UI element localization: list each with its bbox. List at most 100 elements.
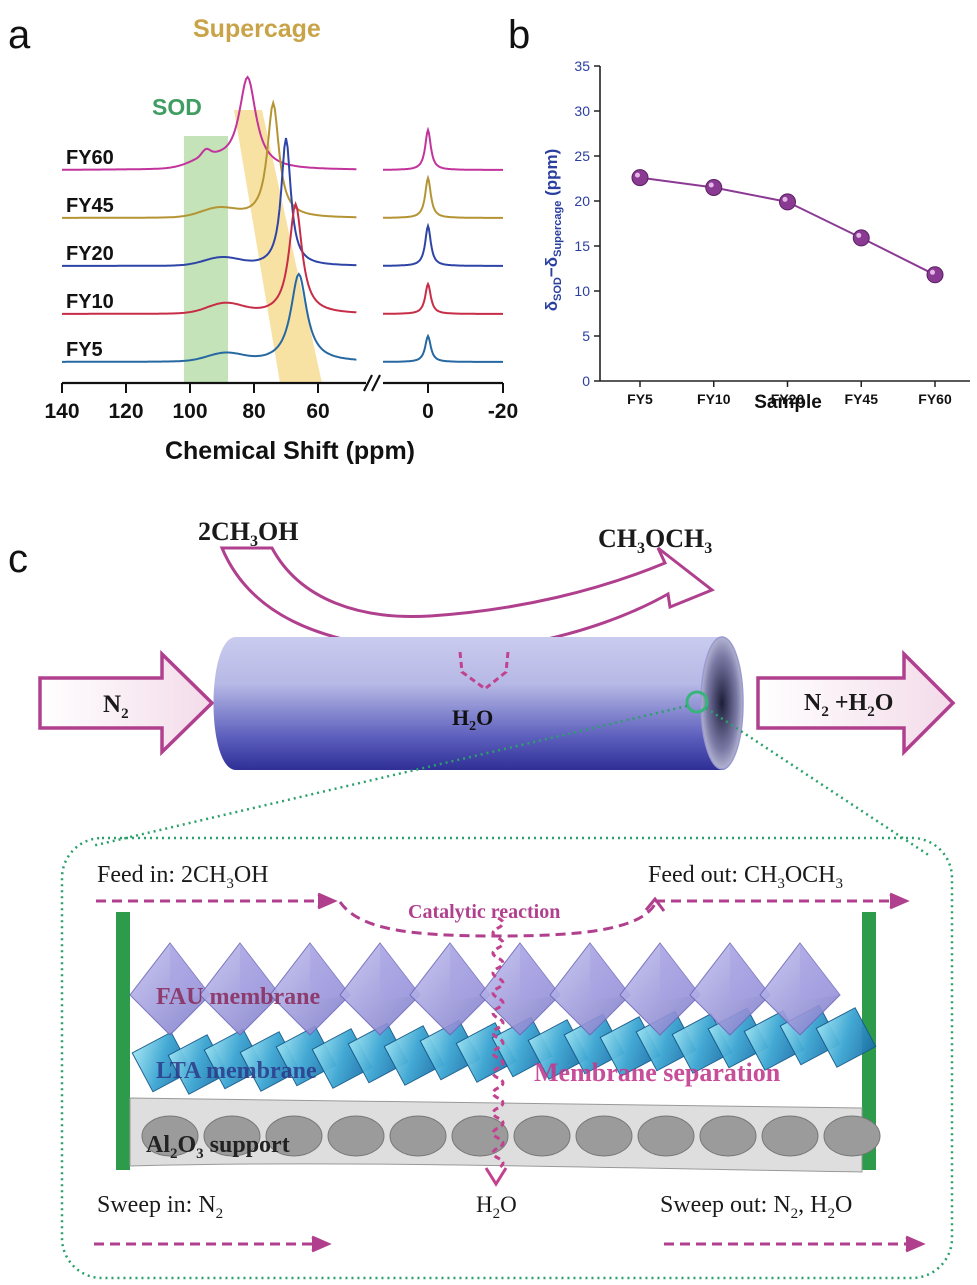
feed-in-label: Feed in: 2CH3OH (97, 862, 269, 892)
b-point-highlight-FY45 (856, 232, 862, 238)
b-point-highlight-FY20 (782, 196, 788, 202)
support-grain (823, 1115, 881, 1157)
support-grain (575, 1115, 633, 1157)
b-xtick-label-FY20: FY20 (771, 391, 805, 407)
fau-facet (240, 943, 280, 1001)
fau-facet (170, 943, 210, 1001)
a-tick-label-60: 60 (306, 400, 329, 423)
support-label: Al2O3 support (146, 1132, 290, 1162)
series-label-FY10: FY10 (66, 291, 114, 313)
zoom-line-right (705, 706, 931, 858)
fau-facet (380, 943, 420, 1001)
permeate-label: H2O (476, 1192, 517, 1222)
feed-flow-arrows (96, 892, 910, 938)
left-wall (116, 912, 130, 1170)
b-xtick-label-FY5: FY5 (627, 391, 653, 407)
reaction-arrow (219, 546, 715, 654)
sweep-in-label: Sweep in: N2 (97, 1192, 223, 1222)
spectrum-FY60-right (383, 126, 503, 171)
panel-b-letter: b (508, 13, 530, 57)
panel-b: b 0 5 10 15 20 25 30 35 FY5 FY10 FY20 FY45 FY60 Samp… (508, 13, 970, 413)
inlet-label: N2 (103, 691, 129, 722)
spectrum-FY60-left (62, 75, 357, 171)
a-tick-label-140: 140 (44, 400, 79, 423)
panel-a-letter: a (8, 13, 31, 57)
b-point-FY10 (705, 179, 723, 196)
support-grain (265, 1115, 323, 1157)
spectrum-FY45-left (62, 99, 357, 219)
b-point-FY20 (779, 193, 796, 211)
a-tick-label-80: 80 (242, 400, 265, 423)
spectrum-FY10-left (62, 200, 357, 315)
b-point-highlight-FY10 (708, 182, 714, 188)
b-point-FY60 (926, 266, 944, 284)
lta-cube (815, 1007, 877, 1068)
fau-facet (450, 943, 490, 1001)
series-labels: FY60 FY45 FY20 FY10 FY5 (66, 147, 114, 361)
spectrum-FY45-right (383, 174, 503, 219)
b-point-FY5 (631, 169, 649, 187)
zoom-marker (685, 690, 709, 714)
supercage-label: Supercage (193, 15, 321, 43)
tube-water-label: H2O (452, 705, 493, 734)
series-label-FY45: FY45 (66, 195, 114, 217)
fau-label: FAU membrane (156, 984, 321, 1010)
support-grain (699, 1115, 757, 1157)
spectrum-FY20-right (383, 222, 503, 267)
support-grain (203, 1115, 261, 1157)
support-grain (141, 1115, 199, 1157)
fau-facet (590, 943, 630, 1001)
b-point-highlight-FY5 (635, 172, 640, 178)
b-series-line (639, 176, 936, 276)
b-xtick-label-FY45: FY45 (845, 391, 879, 407)
b-ytick-label-0: 0 (582, 373, 590, 389)
b-point-FY45 (852, 229, 870, 247)
inlet-arrow (38, 649, 215, 757)
support-grains (141, 1115, 881, 1157)
b-point-highlight-FY60 (930, 269, 935, 275)
lta-label: LTA membrane (156, 1058, 317, 1084)
series-label-FY60: FY60 (66, 147, 114, 169)
membrane-tube (213, 637, 742, 770)
permeate-wave (491, 916, 505, 1170)
permeate-arrowhead (484, 1167, 508, 1187)
a-tick-label-100: 100 (172, 400, 207, 423)
spectra (62, 75, 503, 363)
b-ytick-label-10: 10 (574, 283, 590, 299)
b-xtick-label-FY10: FY10 (697, 391, 731, 407)
reactant-label: 2CH3OH (198, 517, 298, 550)
panel-b-axes: 0 5 10 15 20 25 30 35 FY5 FY10 FY20 FY45 FY60 (574, 58, 970, 407)
fau-facet (730, 943, 770, 1001)
water-release-arrows (458, 651, 510, 690)
outlet-arrow (756, 649, 956, 757)
b-ytick-label-20: 20 (574, 193, 590, 209)
fau-facet (660, 943, 700, 1001)
spectrum-FY10-right (383, 281, 503, 315)
b-ytick-label-30: 30 (574, 103, 590, 119)
lta-cubes (131, 1004, 877, 1095)
outlet-label: N2 +H2O (804, 690, 893, 720)
supercage-region (234, 110, 322, 383)
panel-a-ticks: 140 120 100 80 60 0 -20 (44, 383, 518, 423)
spectrum-FY5-left (62, 272, 357, 363)
panel-c: c 2CH3OH CH3OCH3 N2 H2O N2 +H2O Feed in:… (8, 517, 956, 1280)
a-tick-label--20: -20 (488, 400, 518, 423)
fau-facet (520, 943, 560, 1001)
support-grain (513, 1115, 571, 1157)
spectrum-FY5-right (382, 333, 503, 363)
support-grain (761, 1115, 819, 1157)
support-grain (389, 1115, 447, 1157)
series-label-FY20: FY20 (66, 243, 114, 265)
fau-crystals (129, 942, 841, 1036)
b-ytick-label-15: 15 (574, 238, 590, 254)
membrane-separation-label: Membrane separation (534, 1058, 781, 1087)
b-ytick-label-25: 25 (574, 148, 590, 164)
sweep-out-label: Sweep out: N2, H2O (660, 1192, 852, 1222)
support-grain (327, 1115, 385, 1157)
sweep-flow-arrows (94, 1235, 926, 1253)
panel-b-ylabel: δSOD−δSupercage (ppm) (542, 149, 564, 312)
sod-label: SOD (152, 94, 202, 120)
tube-opening (700, 636, 744, 770)
